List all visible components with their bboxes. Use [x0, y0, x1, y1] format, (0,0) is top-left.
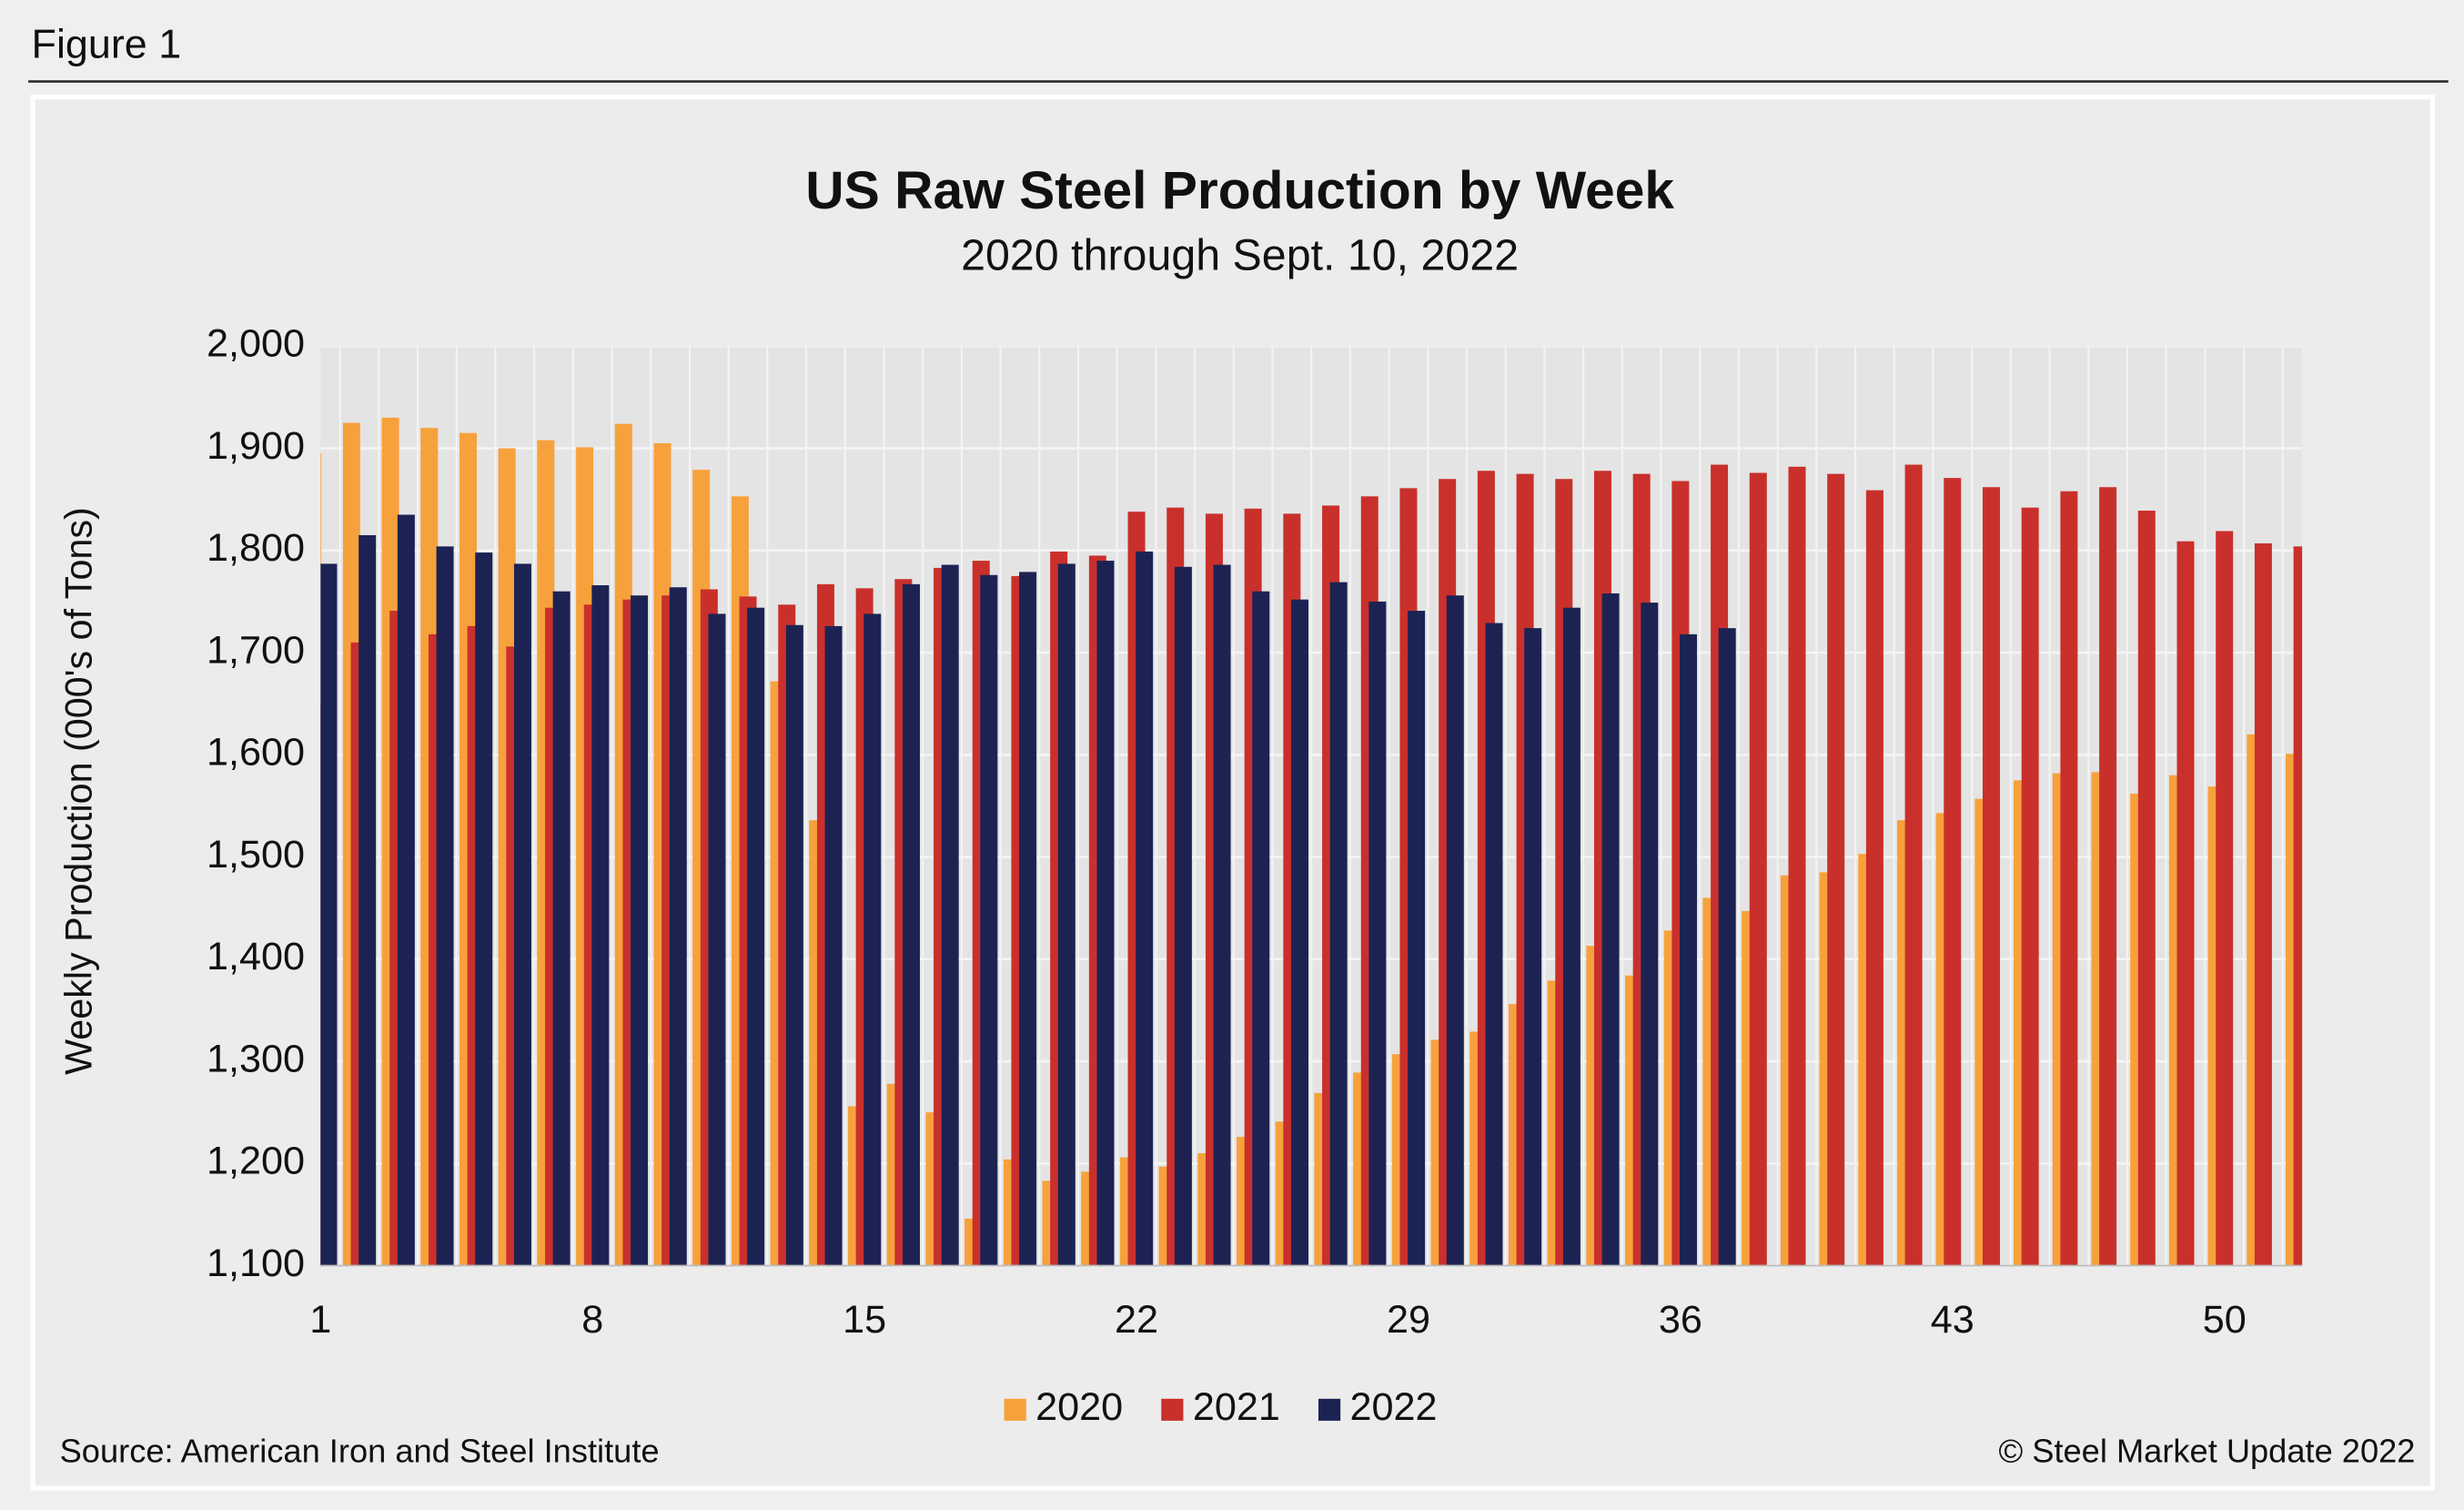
source-note: Source: American Iron and Steel Institut… — [60, 1433, 660, 1470]
bar — [320, 563, 338, 1266]
bar — [2060, 491, 2078, 1266]
x-tick-label: 8 — [581, 1298, 603, 1342]
legend-label: 2022 — [1350, 1385, 1438, 1429]
bar — [980, 574, 998, 1266]
bar — [785, 624, 803, 1266]
bar — [1019, 572, 1037, 1266]
bar — [2176, 541, 2195, 1266]
bar — [1096, 561, 1115, 1266]
bar — [1057, 563, 1075, 1266]
bar — [1524, 628, 1542, 1266]
bar — [552, 591, 571, 1266]
bar — [2293, 546, 2303, 1266]
y-tick-label: 2,000 — [207, 322, 305, 366]
y-tick-label: 1,400 — [207, 935, 305, 978]
bar — [1252, 591, 1270, 1266]
plot — [320, 346, 2303, 1266]
bar — [2137, 511, 2156, 1266]
bar — [902, 583, 920, 1266]
y-tick-label: 1,800 — [207, 526, 305, 570]
bar — [1749, 472, 1767, 1266]
bar — [475, 552, 493, 1266]
legend-swatch — [1161, 1398, 1184, 1421]
bar — [747, 607, 765, 1266]
x-tick-label: 29 — [1387, 1298, 1430, 1342]
y-tick-label: 1,700 — [207, 629, 305, 673]
bar — [1213, 564, 1231, 1266]
bar — [2216, 531, 2234, 1266]
bar — [1944, 478, 1962, 1266]
bar — [1827, 473, 1845, 1266]
bar — [2099, 487, 2117, 1266]
bar — [591, 584, 610, 1266]
bar — [397, 514, 415, 1266]
legend-label: 2021 — [1193, 1385, 1280, 1429]
x-tick-label: 22 — [1115, 1298, 1158, 1342]
figure-label: Figure 1 — [32, 22, 182, 67]
bar — [941, 564, 959, 1266]
bar — [358, 534, 377, 1266]
bar — [1485, 623, 1503, 1266]
bar — [1680, 633, 1698, 1266]
bar — [1408, 611, 1426, 1266]
bar — [1641, 603, 1659, 1266]
bar — [669, 587, 687, 1266]
legend-swatch — [1318, 1398, 1341, 1421]
bar — [1136, 551, 1154, 1266]
bar — [1865, 490, 1883, 1266]
bar — [2021, 507, 2039, 1266]
bar — [1174, 566, 1192, 1266]
y-tick-label: 1,300 — [207, 1037, 305, 1080]
chart-title: US Raw Steel Production by Week — [805, 161, 1674, 220]
bar — [1562, 607, 1580, 1266]
bar — [1788, 466, 1806, 1266]
x-tick-label: 50 — [2203, 1298, 2247, 1342]
chart-subtitle: 2020 through Sept. 10, 2022 — [961, 231, 1519, 280]
bar — [1904, 464, 1923, 1266]
bar — [863, 613, 882, 1266]
bar — [436, 546, 454, 1266]
bar — [1446, 595, 1464, 1266]
x-tick-label: 36 — [1659, 1298, 1702, 1342]
bar — [1983, 487, 2000, 1266]
y-tick-label: 1,100 — [207, 1241, 305, 1285]
bar — [1601, 593, 1620, 1266]
bar — [1329, 582, 1348, 1266]
bar — [1291, 599, 1308, 1266]
x-tick-label: 15 — [843, 1298, 886, 1342]
x-tick-label: 1 — [309, 1298, 331, 1342]
x-tick-label: 43 — [1931, 1298, 1974, 1342]
bar — [513, 563, 531, 1266]
y-axis-title: Weekly Production (000's of Tons) — [58, 507, 100, 1075]
bar — [2254, 542, 2272, 1266]
y-tick-label: 1,500 — [207, 833, 305, 877]
y-tick-label: 1,200 — [207, 1140, 305, 1183]
bar — [1718, 628, 1736, 1266]
legend-label: 2020 — [1035, 1385, 1123, 1429]
bar — [631, 595, 649, 1266]
bar — [1368, 601, 1387, 1266]
copyright-note: © Steel Market Update 2022 — [1998, 1433, 2415, 1470]
bar — [708, 613, 726, 1266]
y-tick-label: 1,600 — [207, 731, 305, 775]
bar — [824, 625, 843, 1266]
legend-swatch — [1004, 1398, 1026, 1421]
y-tick-label: 1,900 — [207, 424, 305, 468]
